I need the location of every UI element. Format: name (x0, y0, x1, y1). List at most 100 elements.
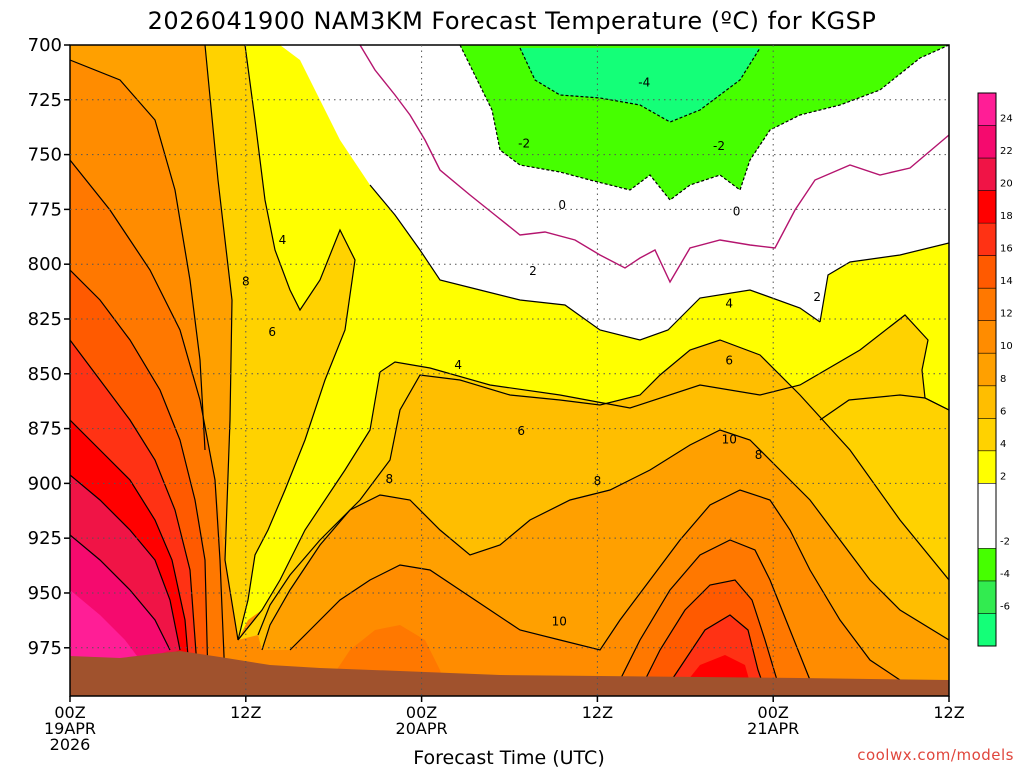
colorbar-label: 2 (1000, 471, 1006, 482)
colorbar-swatch (978, 125, 996, 159)
x-tick-label: 12Z (933, 703, 964, 722)
colorbar-label: 14 (1000, 276, 1013, 287)
colorbar-swatch (978, 613, 996, 646)
contour-line (204, 45, 239, 641)
x-tick-label: 12Z (582, 703, 613, 722)
colorbar-swatch (978, 385, 996, 419)
x-tick-label: 00Z (406, 703, 437, 722)
y-tick-label: 975 (28, 638, 62, 659)
band-4-6-left (205, 45, 355, 640)
contour-line (369, 184, 821, 341)
contour-line (70, 419, 191, 681)
colorbar-label: -6 (1000, 601, 1010, 612)
contour-line (70, 474, 181, 651)
colorbar: 24 22 20 18 16 14 12 10 8 6 4 2 -2 -4 -6 (977, 92, 1013, 647)
colorbar-label: 22 (1000, 146, 1013, 157)
contour-label: 4 (725, 297, 733, 311)
colorbar-label: 18 (1000, 211, 1013, 222)
colorbar-swatch (978, 190, 996, 224)
band-10-12-upper-left (70, 60, 205, 450)
contour-label: 6 (725, 354, 733, 368)
y-tick-label: 900 (28, 473, 62, 494)
contour-label: -2 (713, 139, 725, 153)
contour-line (289, 489, 949, 691)
contour-label: 8 (242, 275, 250, 289)
colorbar-swatch (978, 223, 996, 256)
x-tick-label: 21APR (747, 719, 799, 738)
contour-line (819, 242, 949, 323)
colorbar-swatch (978, 93, 996, 126)
contour-label: -2 (518, 137, 530, 151)
y-tick-label: 950 (28, 583, 62, 604)
contour-label: 8 (755, 448, 763, 462)
colorbar-swatch (978, 418, 996, 451)
colorbar-swatch (978, 255, 996, 289)
x-tick-label: 2026 (50, 735, 91, 754)
colorbar-label: 12 (1000, 309, 1013, 320)
colorbar-label: 16 (1000, 244, 1013, 255)
colorbar-swatch (978, 288, 996, 321)
x-tick-label: 12Z (230, 703, 261, 722)
contour-label: 4 (279, 233, 287, 247)
colorbar-swatch (978, 320, 996, 354)
x-tick-label: 00Z (758, 703, 789, 722)
x-tick-label: 20APR (396, 719, 448, 738)
y-axis-ticks: 700 725 750 775 800 825 850 875 900 925 950 975 (28, 35, 70, 659)
plot-frame (69, 44, 950, 697)
colorbar-label: 10 (1000, 341, 1013, 352)
contour-line (70, 159, 226, 681)
colorbar-swatch (978, 450, 996, 484)
credit-link[interactable]: coolwx.com/models (857, 746, 1014, 764)
colorbar-label: 6 (1000, 406, 1006, 417)
colorbar-swatch (978, 158, 996, 191)
x-tick-label: 19APR (44, 719, 96, 738)
chart-title: 2026041900 NAM3KM Forecast Temperature (… (148, 7, 877, 35)
colorbar-swatch (978, 548, 996, 581)
contour-line (70, 534, 171, 651)
colorbar-swatch (978, 580, 996, 614)
contour-label: 6 (268, 325, 276, 339)
y-tick-label: 800 (28, 254, 62, 275)
y-tick-label: 825 (28, 309, 62, 330)
temperature-field (70, 45, 949, 696)
contour-label: 6 (517, 424, 525, 438)
contour-label: 10 (722, 433, 737, 447)
contour-line (519, 47, 761, 123)
contour-label: 4 (454, 358, 462, 372)
contour-label: 2 (813, 290, 821, 304)
contour-label: 8 (594, 474, 602, 488)
y-tick-label: 850 (28, 364, 62, 385)
x-axis-title: Forecast Time (UTC) (413, 747, 604, 768)
contour-line (261, 429, 949, 651)
x-tick-label: 00Z (54, 703, 85, 722)
contour-line (70, 339, 199, 681)
freezing-level-contour (359, 45, 949, 284)
negative-contours (459, 45, 949, 201)
colorbar-label: 20 (1000, 179, 1013, 190)
contour-line (237, 371, 381, 641)
contour-line (70, 269, 209, 681)
y-tick-label: 925 (28, 528, 62, 549)
contour-line (819, 394, 949, 421)
terrain-surface (70, 651, 949, 696)
y-tick-label: 875 (28, 419, 62, 440)
colorbar-frame (977, 92, 997, 647)
y-tick-label: 775 (28, 199, 62, 220)
contour-line (459, 45, 949, 201)
contour-line (614, 539, 811, 691)
contour-label: 8 (386, 472, 394, 486)
y-tick-label: 725 (28, 90, 62, 111)
colorbar-swatch (978, 483, 996, 549)
contour-label: 0 (558, 198, 566, 212)
contour-line (639, 579, 781, 691)
y-tick-label: 700 (28, 35, 62, 56)
contour-line (664, 614, 766, 691)
contour-label: 0 (733, 205, 741, 219)
contour-line (257, 339, 949, 636)
contour-line (70, 59, 206, 451)
colorbar-swatch (978, 353, 996, 386)
band-6-8 (258, 340, 949, 650)
contour-label: 10 (552, 614, 567, 628)
band-8-10 (262, 430, 949, 690)
